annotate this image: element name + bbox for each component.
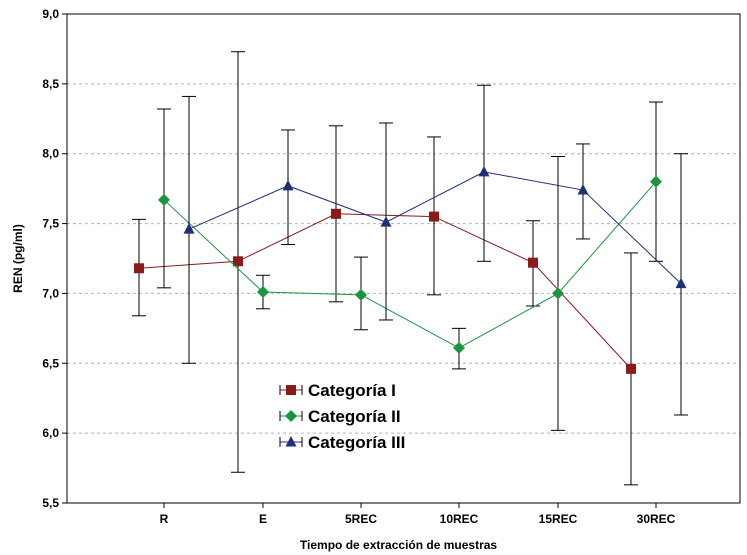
data-point bbox=[577, 184, 589, 195]
data-point bbox=[158, 193, 170, 206]
data-point bbox=[380, 216, 392, 227]
series-3 bbox=[182, 84, 688, 416]
data-point bbox=[183, 223, 195, 234]
x-tick-label: E bbox=[259, 512, 267, 526]
series-line bbox=[188, 171, 682, 285]
data-point bbox=[257, 286, 269, 299]
legend-label: Categoría II bbox=[308, 407, 401, 426]
data-point bbox=[355, 288, 367, 301]
data-point bbox=[429, 211, 439, 222]
data-point bbox=[134, 263, 144, 274]
data-point bbox=[552, 287, 564, 300]
legend-marker bbox=[285, 410, 297, 422]
y-tick-label: 7,5 bbox=[42, 217, 59, 231]
legend-item-2: Categoría II bbox=[279, 407, 401, 426]
y-tick-label: 8,0 bbox=[42, 147, 59, 161]
data-point bbox=[453, 341, 465, 354]
legend-label: Categoría III bbox=[308, 433, 405, 452]
x-axis-title: Tiempo de extracción de muestras bbox=[300, 538, 498, 552]
legend-label: Categoría I bbox=[308, 381, 396, 400]
grid-layer bbox=[67, 83, 740, 434]
plot-frame bbox=[66, 13, 741, 504]
data-point bbox=[478, 165, 490, 177]
x-tick-label: 15REC bbox=[539, 512, 578, 526]
data-point bbox=[626, 363, 636, 374]
legend-marker bbox=[285, 436, 297, 447]
data-point bbox=[331, 208, 341, 219]
y-tick-label: 9,0 bbox=[42, 7, 59, 21]
data-point bbox=[233, 256, 243, 267]
y-tick-label: 5,5 bbox=[42, 496, 59, 510]
series-2 bbox=[157, 101, 663, 431]
series-layer bbox=[132, 51, 688, 486]
legend: Categoría I Categoría II Categoría III bbox=[279, 381, 405, 452]
legend-item-3: Categoría III bbox=[279, 433, 405, 452]
y-tick-label: 6,5 bbox=[42, 356, 59, 370]
series-1 bbox=[132, 51, 638, 486]
x-tick-label: R bbox=[160, 512, 169, 526]
y-axis: 5,5 6,0 6,5 7,0 7,5 8,0 8,5 9,0 bbox=[42, 7, 67, 510]
x-tick-label: 5REC bbox=[345, 512, 377, 526]
data-point bbox=[282, 179, 294, 191]
data-point bbox=[650, 175, 662, 188]
data-point bbox=[528, 257, 538, 268]
y-tick-label: 8,5 bbox=[42, 77, 59, 91]
y-axis-title: REN (pg/ml) bbox=[11, 224, 25, 293]
series-line bbox=[138, 213, 632, 370]
x-tick-label: 10REC bbox=[440, 512, 479, 526]
x-tick-label: 30REC bbox=[637, 512, 676, 526]
legend-item-1: Categoría I bbox=[279, 381, 396, 400]
series-line bbox=[163, 181, 657, 349]
x-axis: R E 5REC 10REC 15REC 30REC bbox=[160, 503, 676, 526]
y-tick-label: 7,0 bbox=[42, 286, 59, 300]
data-point bbox=[675, 277, 687, 289]
y-tick-label: 6,0 bbox=[42, 426, 59, 440]
legend-marker bbox=[286, 385, 296, 395]
